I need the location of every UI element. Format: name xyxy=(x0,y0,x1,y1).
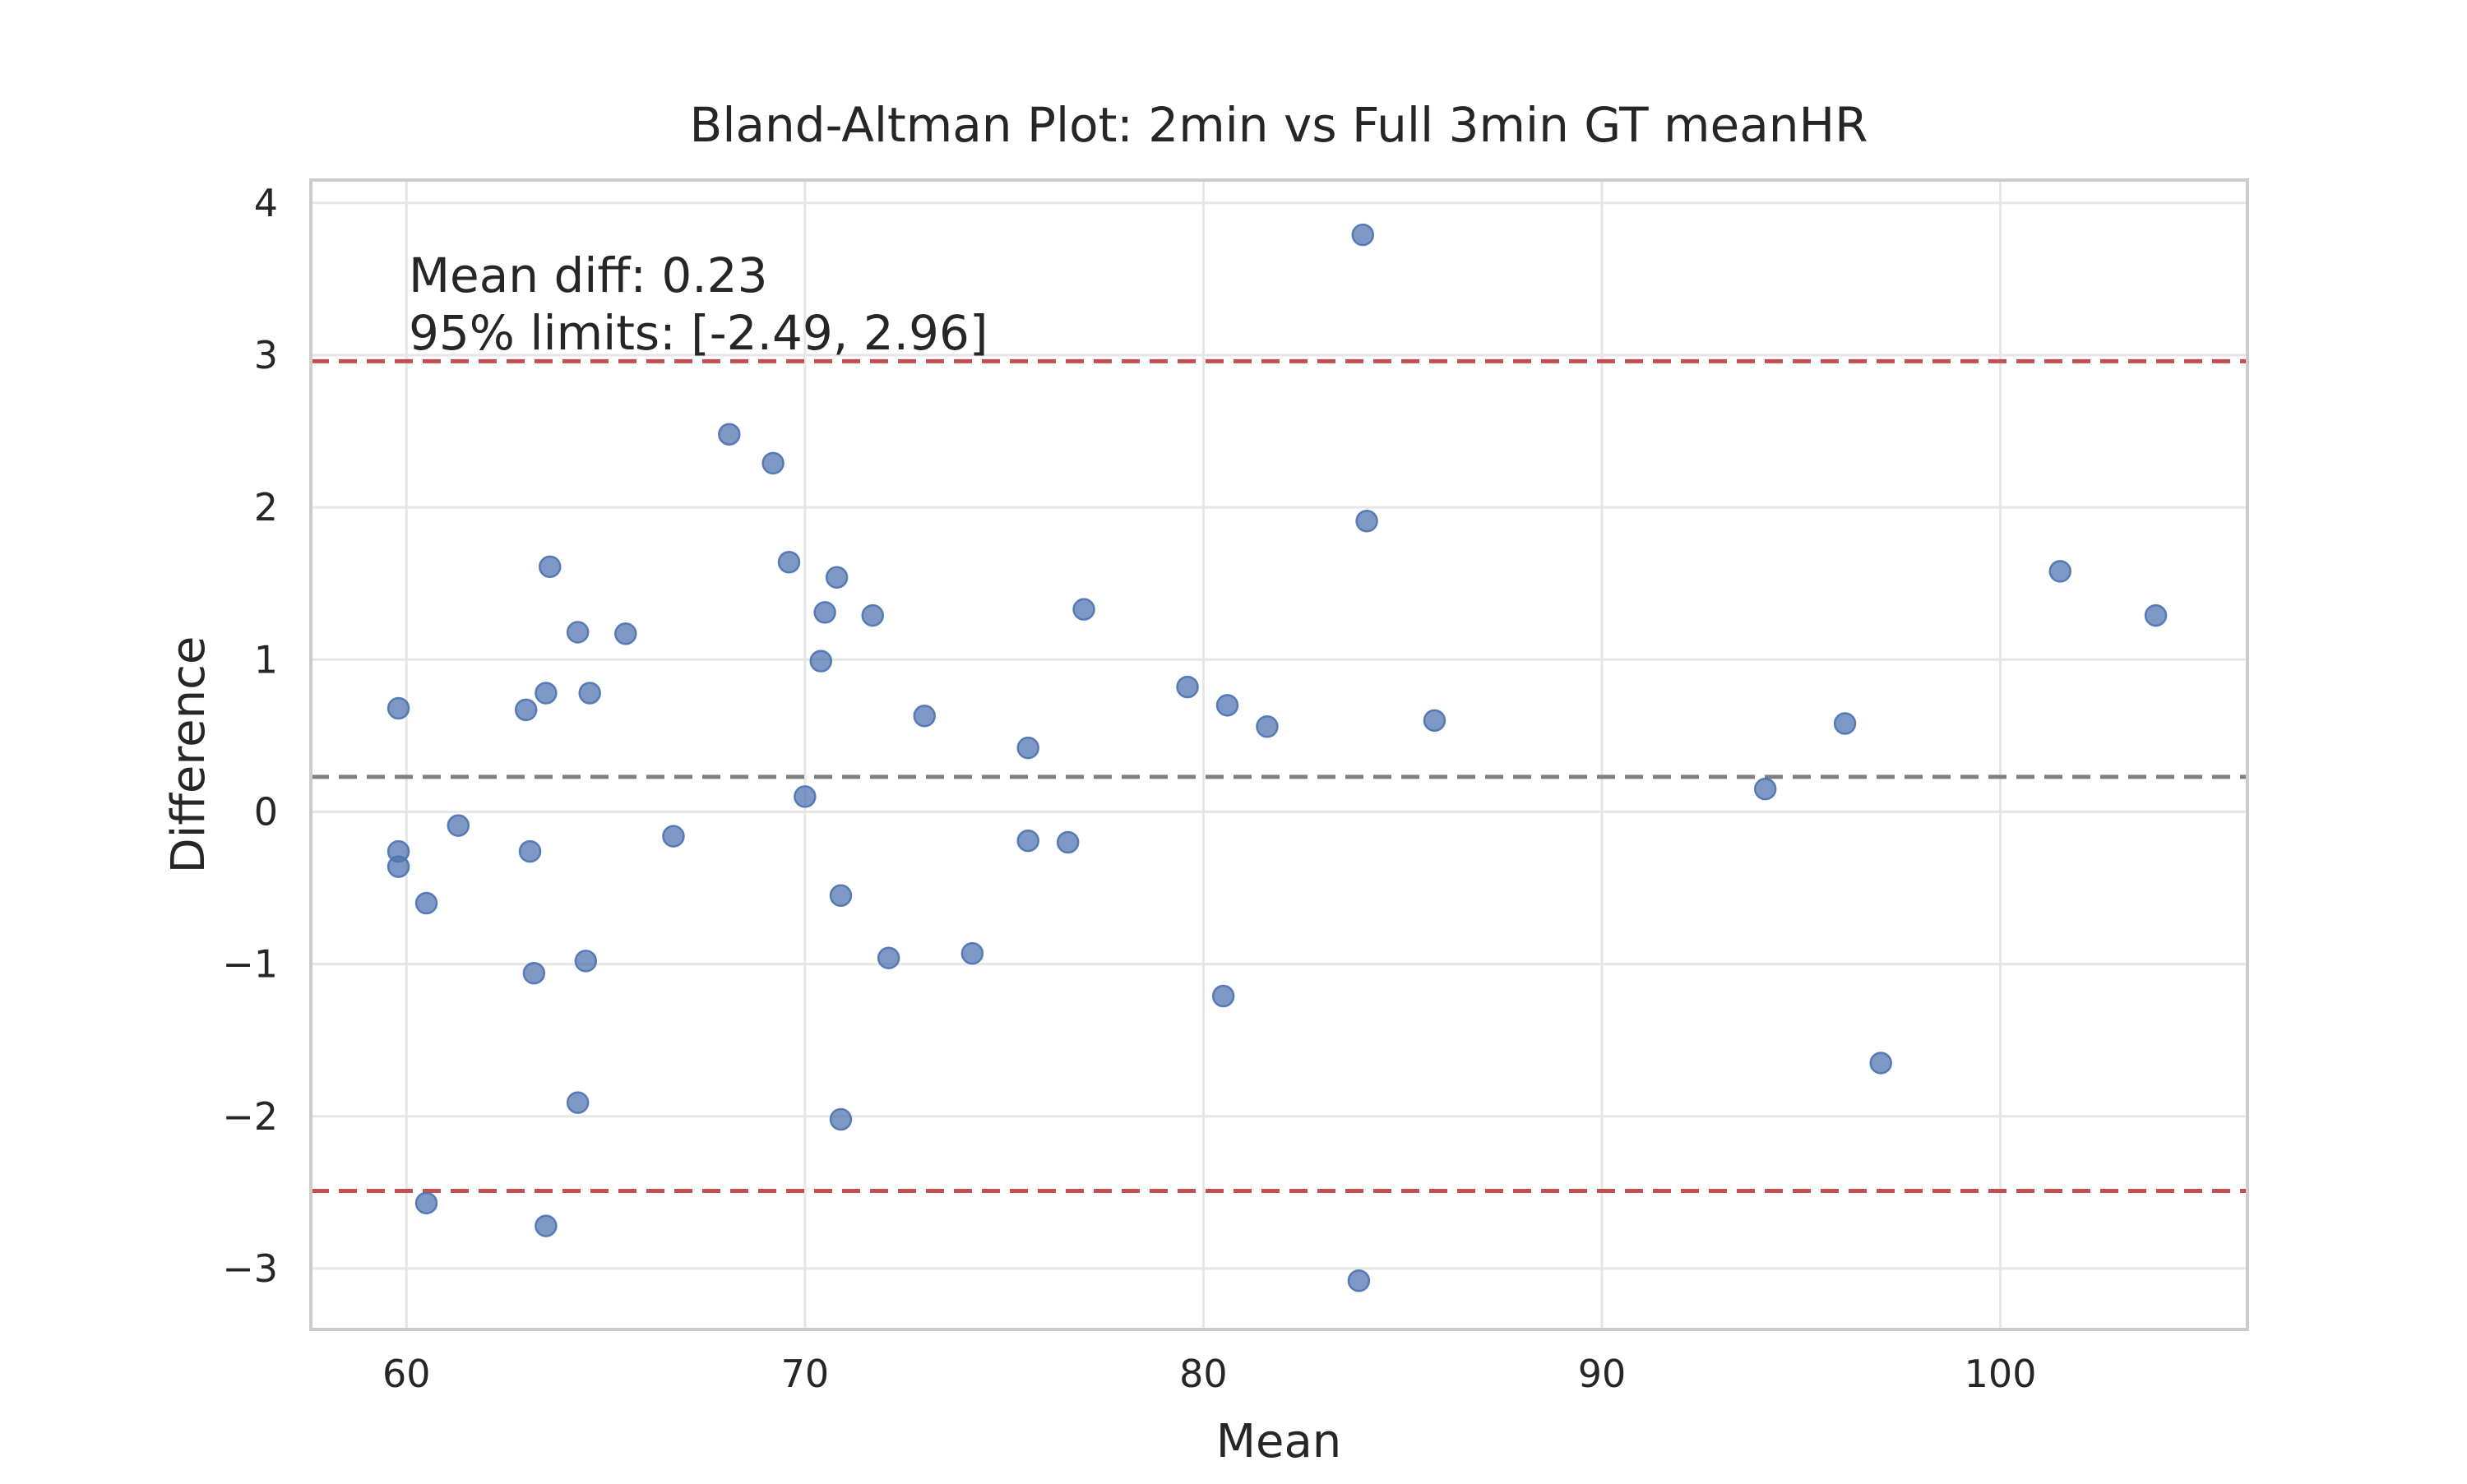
y-tick-label: −3 xyxy=(222,1246,278,1291)
data-point xyxy=(1833,712,1857,735)
data-point xyxy=(1016,736,1039,760)
data-point xyxy=(1072,598,1095,621)
data-point xyxy=(566,1091,590,1114)
x-tick-label: 80 xyxy=(1179,1352,1228,1396)
y-tick-label: 1 xyxy=(254,637,278,682)
data-point xyxy=(1256,714,1279,738)
data-point xyxy=(1753,777,1777,801)
y-tick-label: 3 xyxy=(254,333,278,377)
data-point xyxy=(414,1191,438,1215)
data-point xyxy=(614,622,637,645)
y-tick-label: 4 xyxy=(254,181,278,225)
data-point xyxy=(662,825,685,848)
data-point xyxy=(1869,1052,1892,1075)
y-tick-label: −2 xyxy=(222,1094,278,1139)
mean-diff-annotation: Mean diff: 0.23 xyxy=(409,247,767,303)
data-point xyxy=(813,601,836,624)
y-tick-label: 2 xyxy=(254,485,278,529)
data-point xyxy=(913,705,936,728)
x-axis-label: Mean xyxy=(1216,1415,1342,1468)
data-point xyxy=(1423,709,1446,733)
data-point xyxy=(1347,1269,1371,1292)
data-point xyxy=(414,891,438,915)
data-point xyxy=(809,650,832,673)
data-point xyxy=(861,603,884,627)
data-point xyxy=(829,884,853,908)
data-point xyxy=(566,621,590,644)
data-point xyxy=(718,423,741,446)
data-point xyxy=(1016,829,1039,853)
data-point xyxy=(794,785,817,808)
data-point xyxy=(2144,603,2168,627)
y-axis-label: Difference xyxy=(162,636,215,874)
data-point xyxy=(386,696,410,720)
chart-title: Bland-Altman Plot: 2min vs Full 3min GT … xyxy=(690,97,1868,153)
data-point xyxy=(1056,830,1080,854)
data-point xyxy=(829,1107,853,1131)
data-point xyxy=(514,698,538,722)
data-point xyxy=(578,682,601,705)
data-point xyxy=(522,961,546,985)
y-tick-label: 0 xyxy=(254,789,278,834)
data-point xyxy=(825,566,849,589)
limits-annotation: 95% limits: [-2.49, 2.96] xyxy=(409,305,988,361)
x-tick-label: 100 xyxy=(1965,1352,2037,1396)
data-point xyxy=(1215,694,1239,717)
data-point xyxy=(777,551,801,574)
data-point xyxy=(761,451,785,475)
data-point xyxy=(1355,510,1378,533)
plot-frame xyxy=(309,178,2249,1331)
tick-labels-layer: 60 70 80 90 100 −3 −2 −1 0 1 2 3 4 xyxy=(222,181,2036,1396)
data-point xyxy=(1176,675,1199,699)
data-point xyxy=(877,946,900,969)
data-point xyxy=(1211,984,1235,1008)
x-tick-label: 90 xyxy=(1578,1352,1627,1396)
data-point xyxy=(1351,223,1375,247)
x-tick-label: 60 xyxy=(382,1352,431,1396)
data-point xyxy=(574,950,598,973)
data-point xyxy=(538,555,562,579)
data-point xyxy=(535,682,558,705)
reference-lines-layer xyxy=(311,358,2247,1193)
data-point xyxy=(518,839,542,863)
data-points-layer xyxy=(386,223,2168,1292)
data-point xyxy=(447,814,470,837)
grid-layer xyxy=(311,180,2247,1329)
data-point xyxy=(960,941,984,965)
data-point xyxy=(2048,560,2072,583)
data-point xyxy=(386,855,410,878)
data-point xyxy=(535,1214,558,1237)
x-tick-label: 70 xyxy=(781,1352,830,1396)
y-tick-label: −1 xyxy=(222,942,278,987)
